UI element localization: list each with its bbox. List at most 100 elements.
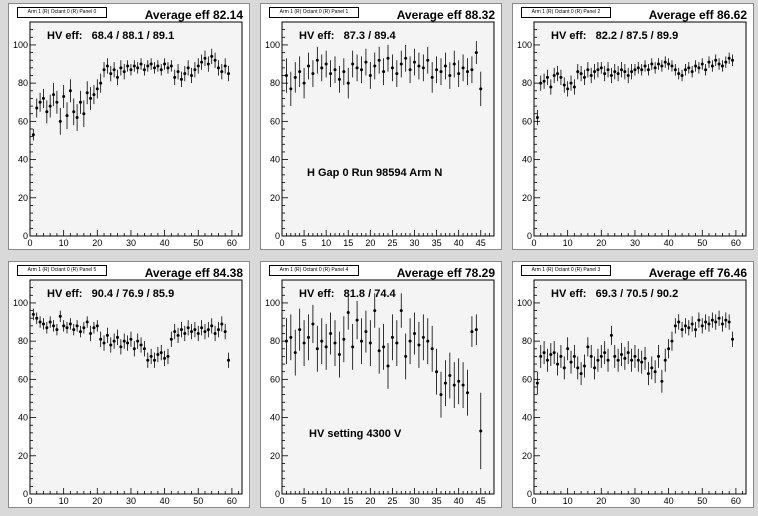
panel-1-hv-label: HV eff: <box>299 30 335 42</box>
data-point <box>697 66 701 70</box>
data-point <box>694 64 698 68</box>
data-point <box>139 62 143 66</box>
panel-5-average: Average eff 76.46 <box>649 266 747 280</box>
x-tick-label: 50 <box>193 238 203 248</box>
data-point <box>45 110 49 114</box>
data-point <box>421 335 425 339</box>
x-tick-label: 40 <box>454 496 464 506</box>
x-tick-label: 0 <box>279 238 284 248</box>
y-tick-label: 100 <box>13 40 28 50</box>
data-point <box>129 337 133 341</box>
data-point <box>430 75 434 79</box>
data-point <box>461 383 465 387</box>
data-point <box>657 354 661 358</box>
data-point <box>474 51 478 55</box>
data-point <box>395 341 399 345</box>
data-point <box>448 374 452 378</box>
data-point <box>586 68 590 72</box>
data-point <box>653 66 657 70</box>
data-point <box>535 116 539 120</box>
x-tick-label: 40 <box>664 496 674 506</box>
data-point <box>223 330 227 334</box>
data-point <box>320 66 324 70</box>
data-point <box>82 326 86 330</box>
x-tick-label: 10 <box>563 238 573 248</box>
data-point <box>586 345 590 349</box>
data-point <box>470 330 474 334</box>
data-point <box>142 68 146 72</box>
panel-4-pad: 0 5 10 15 20 25 30 35 40 45 0 20 40 60 80 100 Arm 1 (R)… <box>260 261 502 508</box>
panel-2-hv-eff: HV eff: 82.2 / 87.5 / 89.9 <box>551 30 678 42</box>
data-point <box>545 358 549 362</box>
data-point <box>646 68 650 72</box>
data-point <box>408 68 412 72</box>
data-point <box>657 62 661 66</box>
data-point <box>630 70 634 74</box>
panel-0-average: Average eff 82.14 <box>145 8 243 22</box>
x-tick-label: 50 <box>193 496 203 506</box>
x-tick-label: 20 <box>596 238 606 248</box>
y-tick-label: 100 <box>517 40 532 50</box>
data-point <box>302 341 306 345</box>
y-tick-label: 80 <box>522 78 532 88</box>
panel-4-hv-values: 81.8 / 74.4 <box>343 288 396 300</box>
panel-0-title-box: Arm 1 (R) Octant 0 (R) Panel 0 <box>17 7 107 18</box>
data-point <box>38 320 42 324</box>
panel-4-average: Average eff 78.29 <box>397 266 495 280</box>
x-tick-label: 50 <box>697 496 707 506</box>
data-point <box>355 318 359 322</box>
panel-3-title-box: Arm 1 (R) Octant 0 (R) Panel 5 <box>17 265 107 276</box>
panel-4-hv-eff: HV eff: 81.8 / 74.4 <box>299 288 396 300</box>
data-point <box>640 360 644 364</box>
data-point <box>55 100 59 104</box>
y-tick-label: 40 <box>270 413 280 423</box>
panel-4-title-box: Arm 1 (R) Octant 0 (R) Panel 4 <box>269 265 359 276</box>
data-point <box>85 91 89 95</box>
panel-2-plot: 0 10 20 30 40 50 60 0 20 40 60 80 100 <box>517 21 747 248</box>
x-tick-label: 20 <box>596 496 606 506</box>
data-point <box>673 324 677 328</box>
data-point <box>714 320 718 324</box>
data-point <box>153 66 157 70</box>
panel-4-hv-label: HV eff: <box>299 288 335 300</box>
data-point <box>687 66 691 70</box>
data-point <box>382 70 386 74</box>
data-point <box>206 62 210 66</box>
x-tick-label: 20 <box>92 238 102 248</box>
data-point <box>41 96 45 100</box>
data-point <box>603 351 607 355</box>
data-point <box>593 70 597 74</box>
x-tick-label: 10 <box>563 496 573 506</box>
data-point <box>646 372 650 376</box>
data-point <box>35 106 39 110</box>
data-point <box>435 370 439 374</box>
y-tick-label: 60 <box>522 116 532 126</box>
x-tick-label: 0 <box>279 496 284 506</box>
data-point <box>556 362 560 366</box>
data-point <box>220 322 224 326</box>
x-tick-label: 0 <box>27 496 32 506</box>
data-point <box>606 68 610 72</box>
panel-3-hv-label: HV eff: <box>47 288 83 300</box>
data-point <box>149 62 153 66</box>
data-point <box>72 328 76 332</box>
data-point <box>386 56 390 60</box>
x-tick-label: 20 <box>365 238 375 248</box>
data-point <box>700 324 704 328</box>
panel-4-average-value: 78.29 <box>464 266 495 280</box>
data-point <box>78 330 82 334</box>
panel-2-title-box: Arm 1 (R) Octant 0 (R) Panel 2 <box>521 7 611 18</box>
data-point <box>714 58 718 62</box>
data-point <box>593 366 597 370</box>
data-point <box>45 326 49 330</box>
panel-0-average-label: Average eff <box>144 8 210 22</box>
data-point <box>346 81 350 85</box>
y-tick-label: 100 <box>265 40 280 50</box>
data-point <box>579 72 583 76</box>
data-point <box>329 72 333 76</box>
data-point <box>382 345 386 349</box>
x-tick-label: 30 <box>409 238 419 248</box>
x-tick-label: 60 <box>227 496 237 506</box>
data-point <box>569 81 573 85</box>
data-point <box>139 343 143 347</box>
